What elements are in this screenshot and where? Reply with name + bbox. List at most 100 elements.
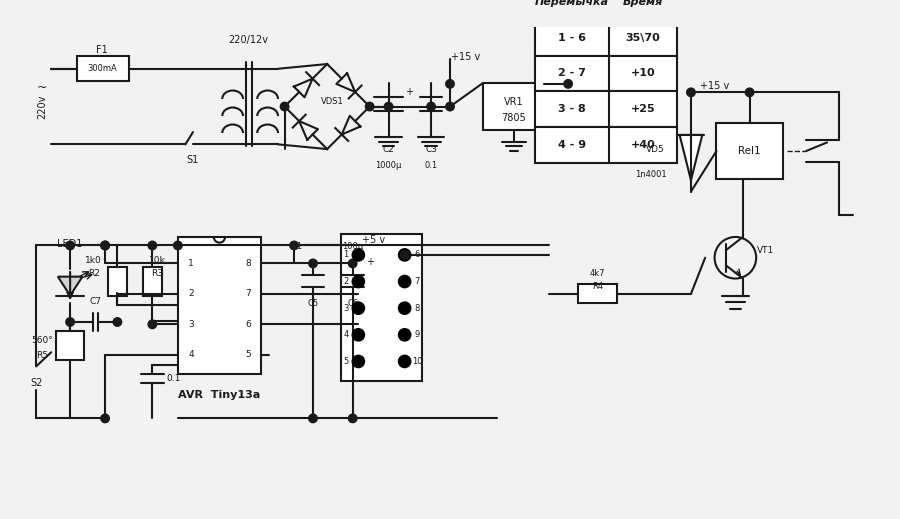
FancyBboxPatch shape bbox=[535, 91, 677, 127]
Circle shape bbox=[101, 241, 109, 250]
Text: C5: C5 bbox=[308, 298, 319, 308]
Circle shape bbox=[66, 241, 75, 250]
Circle shape bbox=[174, 241, 182, 250]
Text: +5 v: +5 v bbox=[362, 235, 385, 245]
Text: 3: 3 bbox=[188, 320, 194, 329]
Text: 1000μ: 1000μ bbox=[375, 161, 401, 170]
Circle shape bbox=[309, 414, 317, 422]
Text: +: + bbox=[365, 256, 374, 267]
Circle shape bbox=[66, 318, 75, 326]
Text: 6: 6 bbox=[245, 320, 251, 329]
Text: R3: R3 bbox=[151, 269, 163, 278]
FancyBboxPatch shape bbox=[535, 127, 677, 163]
Text: C6: C6 bbox=[347, 298, 358, 308]
Text: 8: 8 bbox=[414, 304, 419, 312]
Circle shape bbox=[290, 241, 298, 250]
Text: 0.1: 0.1 bbox=[425, 161, 437, 170]
Circle shape bbox=[352, 329, 365, 341]
Text: Время: Время bbox=[623, 0, 663, 7]
Circle shape bbox=[348, 414, 357, 422]
Text: 220v: 220v bbox=[37, 94, 47, 119]
Text: VD5: VD5 bbox=[645, 145, 664, 154]
FancyBboxPatch shape bbox=[143, 267, 162, 295]
Circle shape bbox=[365, 102, 374, 111]
Text: F1: F1 bbox=[96, 45, 108, 55]
Polygon shape bbox=[680, 135, 702, 180]
Circle shape bbox=[399, 276, 410, 288]
Text: C7: C7 bbox=[90, 297, 102, 306]
Text: 7805: 7805 bbox=[501, 113, 526, 123]
Text: +25: +25 bbox=[631, 104, 655, 114]
Circle shape bbox=[745, 88, 754, 97]
Text: 8: 8 bbox=[245, 259, 251, 268]
Text: +: + bbox=[405, 87, 413, 98]
FancyBboxPatch shape bbox=[578, 284, 617, 303]
FancyBboxPatch shape bbox=[108, 267, 127, 295]
FancyBboxPatch shape bbox=[483, 83, 544, 130]
Circle shape bbox=[384, 102, 392, 111]
Text: +15 v: +15 v bbox=[452, 52, 481, 62]
Circle shape bbox=[281, 102, 289, 111]
Text: ~: ~ bbox=[37, 81, 47, 94]
Circle shape bbox=[399, 249, 410, 261]
Text: 10: 10 bbox=[411, 357, 422, 366]
Circle shape bbox=[148, 241, 157, 250]
Text: 4: 4 bbox=[344, 330, 348, 339]
Text: C3: C3 bbox=[425, 145, 437, 154]
Circle shape bbox=[352, 249, 365, 261]
FancyBboxPatch shape bbox=[341, 234, 422, 380]
Circle shape bbox=[309, 259, 317, 268]
FancyBboxPatch shape bbox=[716, 122, 783, 180]
Text: 7: 7 bbox=[245, 290, 251, 298]
Text: VT1: VT1 bbox=[757, 245, 774, 255]
Text: 1 - 6: 1 - 6 bbox=[558, 33, 586, 43]
Text: VDS1: VDS1 bbox=[320, 98, 343, 106]
Text: LED1: LED1 bbox=[58, 239, 83, 249]
FancyBboxPatch shape bbox=[535, 0, 677, 20]
Text: R2: R2 bbox=[88, 269, 100, 278]
Circle shape bbox=[352, 356, 365, 367]
Text: 220/12v: 220/12v bbox=[229, 35, 269, 45]
Text: 4k7: 4k7 bbox=[590, 268, 605, 278]
Text: S2: S2 bbox=[30, 378, 42, 388]
Text: 6: 6 bbox=[414, 250, 419, 260]
Circle shape bbox=[399, 356, 410, 367]
Text: 3: 3 bbox=[344, 304, 348, 312]
Text: 2: 2 bbox=[344, 277, 348, 286]
Text: +15 v: +15 v bbox=[700, 81, 729, 91]
Text: 10k: 10k bbox=[148, 256, 166, 265]
Text: 4 - 9: 4 - 9 bbox=[558, 140, 586, 151]
Circle shape bbox=[101, 414, 109, 422]
Text: 1n4001: 1n4001 bbox=[635, 170, 667, 179]
Text: +40: +40 bbox=[630, 140, 655, 151]
FancyBboxPatch shape bbox=[535, 56, 677, 91]
Circle shape bbox=[427, 102, 436, 111]
Text: 5: 5 bbox=[245, 350, 251, 359]
FancyBboxPatch shape bbox=[56, 332, 85, 360]
Circle shape bbox=[446, 79, 454, 88]
Text: 3 - 8: 3 - 8 bbox=[558, 104, 586, 114]
Circle shape bbox=[400, 251, 409, 259]
Circle shape bbox=[446, 102, 454, 111]
Text: 4: 4 bbox=[188, 350, 194, 359]
Text: 2: 2 bbox=[188, 290, 194, 298]
Text: 0.1: 0.1 bbox=[290, 242, 302, 251]
FancyBboxPatch shape bbox=[178, 237, 261, 374]
Circle shape bbox=[101, 241, 109, 250]
Text: R4: R4 bbox=[592, 282, 603, 291]
Circle shape bbox=[352, 276, 365, 288]
Text: 1: 1 bbox=[188, 259, 194, 268]
Text: R5: R5 bbox=[36, 350, 48, 360]
Text: 2 - 7: 2 - 7 bbox=[558, 69, 586, 78]
Text: 300mA: 300mA bbox=[87, 64, 117, 73]
Text: 7: 7 bbox=[414, 277, 419, 286]
Text: 560°: 560° bbox=[31, 336, 53, 346]
Circle shape bbox=[148, 320, 157, 329]
Text: 1: 1 bbox=[344, 250, 348, 260]
Circle shape bbox=[399, 329, 410, 341]
Text: C2: C2 bbox=[382, 145, 394, 154]
Text: 5: 5 bbox=[344, 357, 348, 366]
Text: 100μ: 100μ bbox=[342, 242, 364, 251]
FancyBboxPatch shape bbox=[535, 20, 677, 56]
Text: +10: +10 bbox=[631, 69, 655, 78]
